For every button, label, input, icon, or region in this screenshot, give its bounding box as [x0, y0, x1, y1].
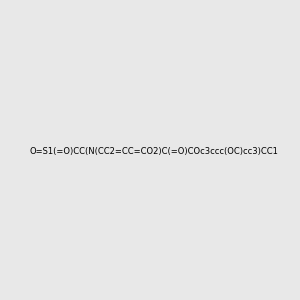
Text: O=S1(=O)CC(N(CC2=CC=CO2)C(=O)COc3ccc(OC)cc3)CC1: O=S1(=O)CC(N(CC2=CC=CO2)C(=O)COc3ccc(OC)… [29, 147, 278, 156]
